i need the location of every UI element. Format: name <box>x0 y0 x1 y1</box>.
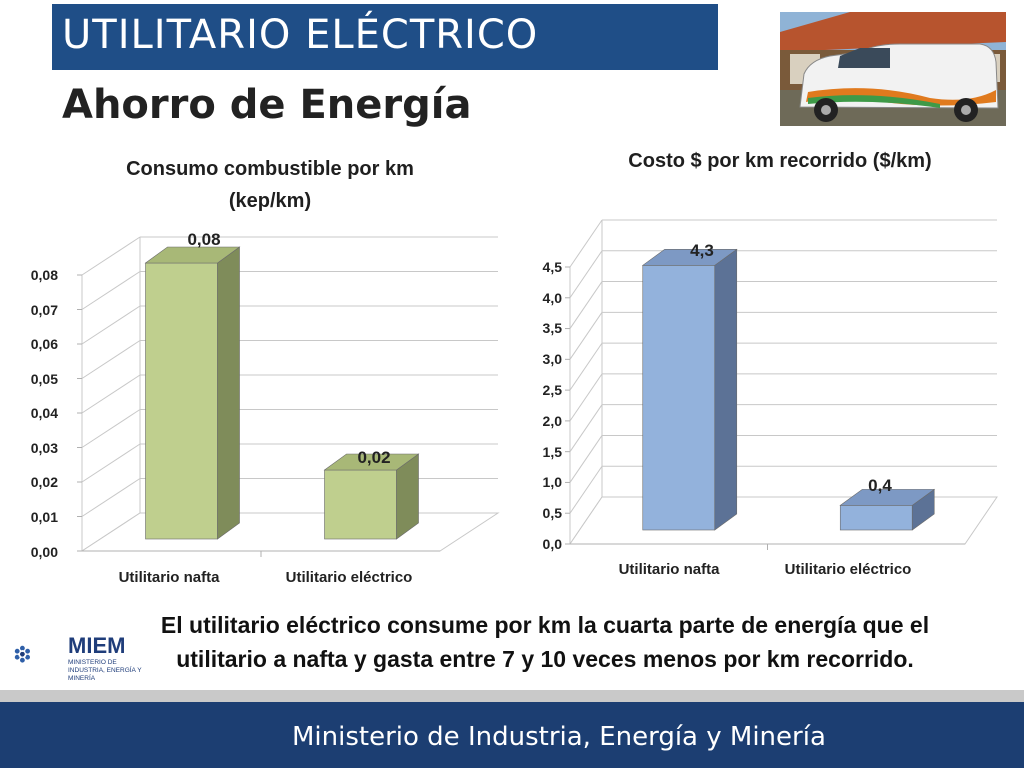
footer-ministry-name: Ministerio de Industria, Energía y Miner… <box>292 722 826 752</box>
chart1-title: Consumo combustible por km (kep/km) <box>126 158 414 212</box>
electric-van-photo <box>780 12 1006 126</box>
gridline-side <box>569 219 603 268</box>
gridline-side <box>81 443 141 483</box>
logo-name: MIEM <box>68 633 126 658</box>
bar-top <box>641 249 738 266</box>
gridline-side <box>569 373 603 422</box>
chart1-ytick: 0,04 <box>30 405 58 421</box>
gridline-side <box>569 435 603 483</box>
chart1-data-label: 0,02 <box>357 448 391 467</box>
gridline-side <box>569 281 603 329</box>
chart2-ytick: 0,5 <box>542 505 562 521</box>
gridline-side <box>569 342 603 391</box>
chart2-ytick: 3,0 <box>542 351 562 367</box>
chart2-ytick: 1,0 <box>542 474 562 490</box>
chart1-ytick: 0,02 <box>30 474 58 490</box>
miem-logo-icon <box>14 645 30 663</box>
bar-front <box>324 469 397 540</box>
gridline-side <box>81 478 141 517</box>
gridline-side <box>81 374 141 414</box>
gridline-side <box>569 465 603 514</box>
title-bar <box>52 4 718 70</box>
chart1-ytick: 0,06 <box>30 336 58 352</box>
chart2-data-label: 0,4 <box>868 476 892 495</box>
chart1-category-label: Utilitario nafta <box>118 569 220 586</box>
chart2-ytick: 4,0 <box>542 290 562 306</box>
chart2-data-label: 4,3 <box>690 241 714 260</box>
gridline-side <box>81 271 141 310</box>
bar-top <box>144 246 241 264</box>
bar-top <box>839 489 936 506</box>
chart2-category-label: Utilitario nafta <box>618 561 720 578</box>
chart1-category-label: Utilitario eléctrico <box>285 569 413 586</box>
footer-bar <box>0 702 1024 768</box>
bar-front <box>145 262 218 540</box>
chart2-ytick: 2,0 <box>542 413 562 429</box>
gridline-side <box>569 312 603 360</box>
bar-side <box>714 248 738 531</box>
slide-title: UTILITARIO ELÉCTRICO <box>62 12 539 58</box>
gridline-side <box>81 305 141 345</box>
chart1-ytick: 0,03 <box>30 440 58 456</box>
logo-subtitle: MINISTERIO DE INDUSTRIA, ENERGÍA Y MINER… <box>68 659 142 682</box>
chart2-ytick: 3,5 <box>542 320 562 336</box>
gridline-side <box>81 409 141 448</box>
chart1-ytick: 0,00 <box>30 544 58 560</box>
chart1-data-label: 0,08 <box>187 230 221 249</box>
summary-caption: El utilitario eléctrico consume por km l… <box>160 612 930 672</box>
chart1-ytick: 0,01 <box>30 509 58 525</box>
chart2-ytick: 4,5 <box>542 259 562 275</box>
gridline-side <box>569 250 603 299</box>
chart1-ytick: 0,05 <box>30 371 58 387</box>
bar-front <box>839 505 913 531</box>
footer-divider <box>0 690 1024 702</box>
slide-subtitle: Ahorro de Energía <box>62 82 472 128</box>
bar-front <box>642 265 716 531</box>
chart2-category-label: Utilitario eléctrico <box>784 561 912 578</box>
gridline-side <box>81 340 141 379</box>
chart1-ytick: 0,08 <box>30 267 58 283</box>
chart2-ytick: 1,5 <box>542 444 562 460</box>
chart2-ytick: 0,0 <box>542 536 562 552</box>
chart2-title: Costo $ por km recorrido ($/km) <box>628 150 932 172</box>
gridline-side <box>569 404 603 452</box>
gridline-side <box>81 236 141 276</box>
bar-top <box>323 453 420 471</box>
chart1-ytick: 0,07 <box>30 302 58 318</box>
chart2-ytick: 2,5 <box>542 382 562 398</box>
